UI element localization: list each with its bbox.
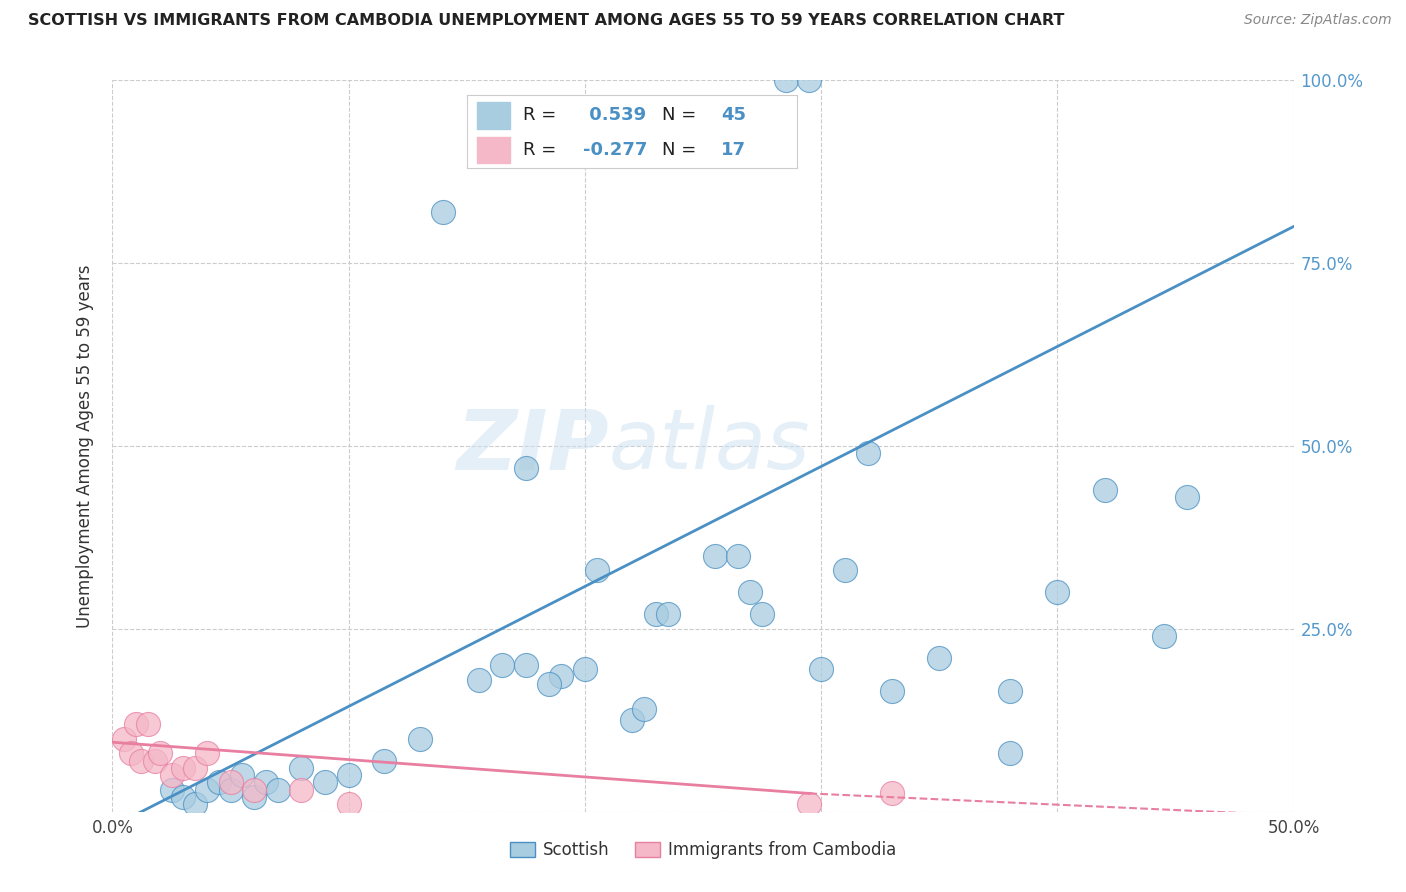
Bar [477, 103, 510, 128]
Point [143, 754, 166, 768]
Point [799, 73, 821, 87]
Point [858, 446, 880, 460]
Point [928, 651, 950, 665]
Text: ZIP: ZIP [456, 406, 609, 486]
Point [550, 669, 572, 683]
Point [219, 782, 242, 797]
Point [491, 658, 513, 673]
Point [657, 607, 679, 622]
Point [184, 761, 207, 775]
Text: 45: 45 [721, 106, 747, 124]
Text: -0.277: -0.277 [582, 141, 647, 159]
Text: Source: ZipAtlas.com: Source: ZipAtlas.com [1244, 13, 1392, 28]
Point [172, 790, 194, 805]
Point [515, 658, 537, 673]
Point [1175, 490, 1198, 504]
Point [231, 768, 253, 782]
Point [149, 746, 172, 760]
Point [775, 73, 797, 87]
Point [160, 782, 183, 797]
Point [373, 754, 395, 768]
Point [538, 676, 561, 690]
Point [467, 673, 489, 687]
Point [585, 563, 607, 577]
Point [125, 717, 148, 731]
Point [267, 782, 290, 797]
Point [120, 746, 142, 760]
Point [703, 549, 725, 563]
Point [314, 775, 336, 789]
Point [160, 768, 183, 782]
Point [751, 607, 773, 622]
Point [998, 684, 1021, 698]
Point [290, 761, 312, 775]
Point [727, 549, 749, 563]
Point [208, 775, 231, 789]
Text: 0.539: 0.539 [582, 106, 645, 124]
Point [408, 731, 430, 746]
Point [337, 768, 360, 782]
Point [219, 775, 242, 789]
Legend: Scottish, Immigrants from Cambodia: Scottish, Immigrants from Cambodia [503, 834, 903, 865]
Point [880, 684, 903, 698]
Point [337, 797, 360, 812]
Text: R =: R = [523, 106, 562, 124]
Text: SCOTTISH VS IMMIGRANTS FROM CAMBODIA UNEMPLOYMENT AMONG AGES 55 TO 59 YEARS CORR: SCOTTISH VS IMMIGRANTS FROM CAMBODIA UNE… [28, 13, 1064, 29]
Text: N =: N = [662, 106, 702, 124]
Point [254, 775, 277, 789]
Y-axis label: Unemployment Among Ages 55 to 59 years: Unemployment Among Ages 55 to 59 years [76, 264, 94, 628]
Point [621, 714, 644, 728]
Point [195, 782, 218, 797]
Point [633, 702, 655, 716]
Point [243, 790, 266, 805]
Point [810, 662, 832, 676]
Point [1094, 483, 1116, 497]
Text: N =: N = [662, 141, 702, 159]
Point [1153, 629, 1175, 643]
Point [799, 797, 821, 812]
Point [644, 607, 666, 622]
Point [515, 461, 537, 475]
Point [243, 782, 266, 797]
Text: R =: R = [523, 141, 562, 159]
Point [880, 787, 903, 801]
Point [129, 754, 152, 768]
Point [112, 731, 135, 746]
Point [172, 761, 194, 775]
Point [184, 797, 207, 812]
Point [195, 746, 218, 760]
Point [432, 205, 454, 219]
Point [136, 717, 159, 731]
Point [574, 662, 596, 676]
Point [290, 782, 312, 797]
Point [998, 746, 1021, 760]
Point [1046, 585, 1069, 599]
Bar [477, 136, 510, 163]
Text: 17: 17 [721, 141, 747, 159]
Point [740, 585, 762, 599]
Point [834, 563, 856, 577]
Text: atlas: atlas [609, 406, 810, 486]
